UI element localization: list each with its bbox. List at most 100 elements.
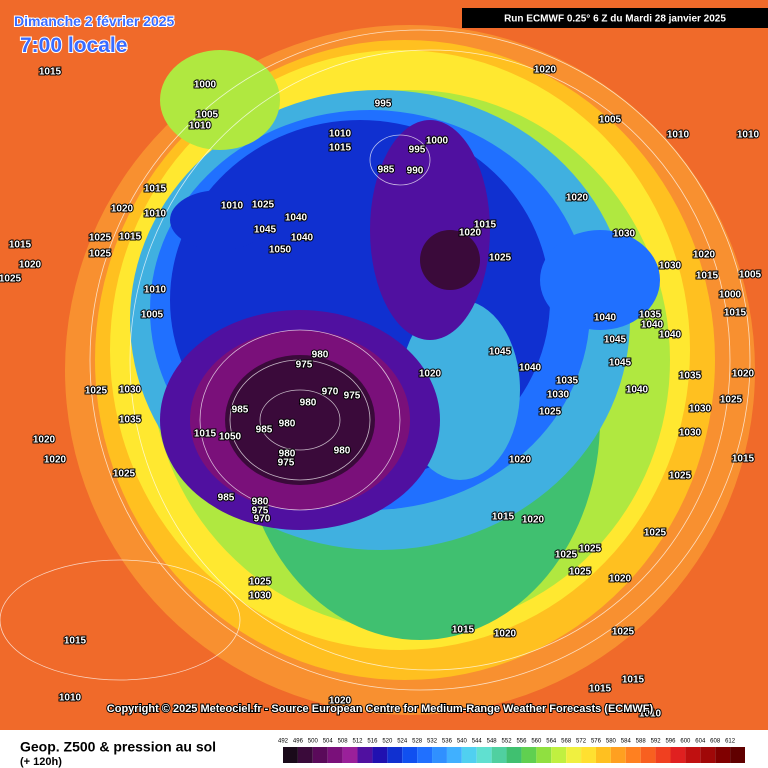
isobar-label: 1040: [659, 330, 682, 341]
legend-subtitle: (+ 120h): [20, 756, 62, 768]
isobar: [129, 49, 731, 671]
isobar-label: 1020: [522, 515, 545, 526]
isobar-label: 1015: [732, 454, 755, 465]
colorbar-cell: [327, 747, 343, 763]
isobar-label: 1020: [609, 574, 632, 585]
colorbar-label: 600: [680, 739, 691, 745]
isobar-label: 1020: [419, 369, 442, 380]
isobar-label: 1015: [589, 684, 612, 695]
isobar-label: 1015: [64, 636, 87, 647]
isobar-label: 1015: [452, 625, 475, 636]
isobar-label: 1020: [459, 228, 482, 239]
isobar-label: 1025: [89, 249, 112, 260]
isobar-label: 1040: [519, 363, 542, 374]
field-band: [225, 355, 375, 485]
isobar-label: 1015: [724, 308, 747, 319]
isobar-label: 995: [375, 99, 392, 110]
isobar-label: 1040: [626, 385, 649, 396]
isobar-label: 1040: [641, 320, 664, 331]
isobar-label: 970: [322, 387, 339, 398]
isobar-label: 1025: [489, 253, 512, 264]
geopotential-field: [65, 25, 755, 715]
colorbar-cell: [283, 747, 298, 763]
isobar-label: 1020: [111, 204, 134, 215]
isobar-label: 975: [252, 506, 269, 517]
isobar-label: 1025: [249, 577, 272, 588]
time: 7:00 locale: [20, 34, 127, 57]
copyright: Copyright © 2025 Meteociel.fr - Source E…: [107, 703, 654, 715]
colorbar-label: 552: [502, 739, 513, 745]
colorbar-label: 556: [516, 739, 527, 745]
isobar-label: 1025: [113, 469, 136, 480]
isobar-label: 1050: [219, 432, 242, 443]
isobar-label: 1020: [19, 260, 42, 271]
isobar-label: 1010: [737, 130, 760, 141]
colorbar-label: 580: [606, 739, 617, 745]
isobar-label: 985: [256, 425, 273, 436]
colorbar-cell: [536, 747, 552, 763]
isobar: [89, 29, 751, 691]
colorbar-label: 576: [591, 739, 602, 745]
isobar-label: 1000: [719, 290, 742, 301]
colorbar-cell: [610, 747, 626, 763]
isobar-label: 1015: [329, 143, 352, 154]
colorbar-label: 588: [636, 739, 647, 745]
colorbar-label: 548: [487, 739, 498, 745]
colorbar-label: 492: [278, 739, 289, 745]
colorbar-label: 540: [457, 739, 468, 745]
colorbar-label: 496: [293, 739, 304, 745]
field-band: [540, 230, 660, 330]
colorbar-cell: [595, 747, 611, 763]
isobar-label: 1010: [329, 129, 352, 140]
colorbar-cell: [655, 747, 671, 763]
isobar-label: 1010: [144, 285, 167, 296]
colorbar-label: 520: [382, 739, 393, 745]
colorbar-cell: [342, 747, 358, 763]
isobar-label: 1050: [269, 245, 292, 256]
isobar-label: 1005: [141, 310, 164, 321]
isobar-label: 970: [254, 514, 271, 525]
isobar-label: 1020: [566, 193, 589, 204]
isobar-label: 985: [232, 405, 249, 416]
isobar-label: 1030: [613, 229, 636, 240]
legend-title: Geop. Z500 & pression au sol: [20, 739, 216, 755]
colorbar-cell: [581, 747, 596, 763]
isobar-label: 1035: [556, 376, 579, 387]
isobar-label: 1020: [44, 455, 67, 466]
isobar-label: 980: [312, 350, 329, 361]
isobar-label: 1015: [119, 232, 142, 243]
isobar-label: 1025: [89, 233, 112, 244]
colorbar-cell: [506, 747, 522, 763]
isobar-label: 1005: [599, 115, 622, 126]
colorbar-label: 512: [353, 739, 364, 745]
isobar-label: 1000: [194, 80, 217, 91]
colorbar-label: 564: [546, 739, 557, 745]
isobar-label: 1040: [285, 213, 308, 224]
isobar-label: 1010: [221, 201, 244, 212]
isobar-label: 1010: [59, 693, 82, 704]
isobar-label: 1035: [639, 310, 662, 321]
isobar-label: 1005: [196, 110, 219, 121]
colorbar-label: 524: [397, 739, 408, 745]
colorbar-label: 592: [651, 739, 662, 745]
colorbar: 492 496 500 504 508 512 516 520 524 528 532 536 540 5…: [278, 739, 745, 763]
colorbar-label: 608: [710, 739, 721, 745]
isobar-label: 975: [278, 458, 295, 469]
colorbar-label: 596: [665, 739, 676, 745]
colorbar-cell: [372, 747, 388, 763]
colorbar-label: 560: [531, 739, 542, 745]
isobar-label: 1020: [329, 696, 352, 707]
run-info: Run ECMWF 0.25° 6 Z du Mardi 28 janvier …: [504, 14, 726, 25]
isobar-label: 1010: [189, 121, 212, 132]
colorbar-label: 604: [695, 739, 706, 745]
date: Dimanche 2 février 2025: [14, 13, 175, 29]
colorbar-cell: [402, 747, 418, 763]
isobar-label: 1025: [569, 567, 592, 578]
isobar-label: 1015: [474, 220, 497, 231]
isobar-label: 980: [300, 398, 317, 409]
colorbar-cell: [312, 747, 328, 763]
run-box: [462, 8, 768, 28]
colorbar-cell: [417, 747, 433, 763]
